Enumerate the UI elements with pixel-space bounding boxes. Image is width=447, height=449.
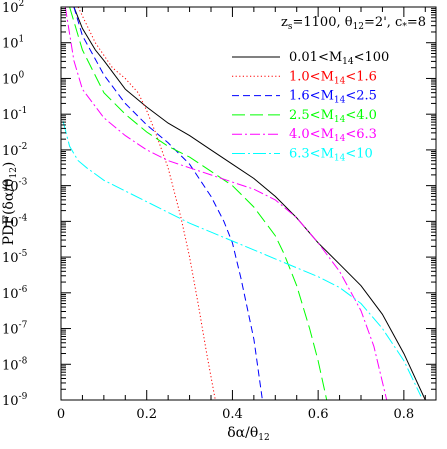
legend-label-5: 4.0<M14<6.3	[289, 127, 377, 144]
y-tick-label: 10-5	[2, 249, 28, 266]
legend-label-3: 1.6<M14<2.5	[289, 89, 377, 106]
legend: 0.01<M14<100 1.0<M14<1.6 1.6<M14<2.5 2.5<M1…	[232, 50, 389, 164]
x-tick-labels: 0 0.2 0.4 0.6 0.8	[57, 407, 414, 422]
axis-ticks	[60, 6, 436, 401]
y-tick-label: 10-6	[2, 285, 28, 302]
legend-label-1: 0.01<M14<100	[289, 50, 389, 67]
y-tick-label: 10-3	[2, 178, 28, 195]
y-tick-labels: 102 101 100 10-1 10-2 10-3 10-4 10-5 10-6 10-7 10-…	[2, 0, 28, 409]
series-line-1	[73, 7, 426, 400]
legend-label-6: 6.3<M14<10	[289, 147, 373, 164]
y-tick-label: 10-2	[2, 142, 27, 159]
x-tick-label: 0.6	[308, 407, 329, 422]
y-tick-label: 10-4	[2, 213, 28, 230]
series-line-2	[77, 7, 216, 400]
curves-layer	[62, 7, 426, 400]
y-tick-label: 10-8	[2, 356, 28, 373]
y-tick-label: 102	[2, 0, 24, 16]
y-tick-label: 10-7	[2, 321, 28, 338]
series-line-3	[73, 7, 263, 400]
y-tick-label: 10-9	[2, 392, 28, 409]
series-line-6	[62, 121, 422, 397]
series-line-5	[64, 7, 388, 400]
y-tick-label: 10-1	[2, 106, 27, 123]
x-tick-label: 0	[57, 407, 65, 422]
annotation-text: zs=1100, θ12=2', c*=8	[281, 15, 426, 32]
y-tick-label: 101	[2, 35, 24, 52]
legend-label-4: 2.5<M14<4.0	[289, 108, 377, 125]
y-axis-label: PDF(δα/θ12)	[1, 162, 19, 246]
parameter-annotation: zs=1100, θ12=2', c*=8	[281, 15, 426, 32]
plot-frame	[60, 6, 437, 401]
x-tick-label: 0.8	[394, 407, 415, 422]
x-axis-label: δα/θ12	[227, 425, 269, 443]
legend-label-2: 1.0<M14<1.6	[289, 69, 377, 86]
x-tick-label: 0.2	[136, 407, 157, 422]
y-tick-label: 100	[2, 70, 25, 87]
x-tick-label: 0.4	[222, 407, 243, 422]
